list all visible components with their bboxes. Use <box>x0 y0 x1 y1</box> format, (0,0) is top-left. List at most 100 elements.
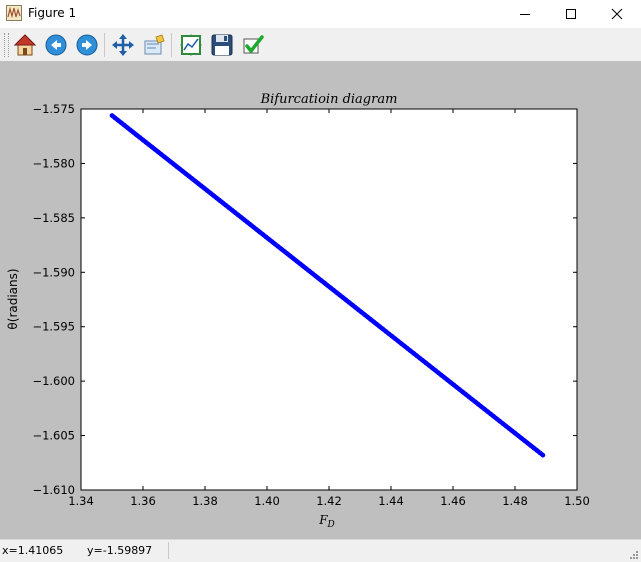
data-point <box>439 372 444 378</box>
edit-parameters-button[interactable] <box>239 31 267 59</box>
data-point <box>109 113 115 118</box>
y-tick-label: −1.610 <box>32 483 75 497</box>
data-point <box>383 329 389 334</box>
data-point <box>325 283 330 288</box>
data-point <box>386 331 392 337</box>
data-point <box>214 195 219 201</box>
data-point <box>208 190 213 196</box>
back-button[interactable] <box>42 31 70 59</box>
maximize-button[interactable] <box>548 0 594 28</box>
series-layer <box>109 113 546 458</box>
data-point <box>460 389 466 395</box>
data-point <box>285 251 290 257</box>
navigation-toolbar <box>0 28 641 62</box>
data-point <box>269 239 275 244</box>
x-tick-label: 1.50 <box>564 494 590 508</box>
data-point <box>522 438 527 443</box>
y-axis-label: θ(radians) <box>6 268 20 329</box>
data-point <box>177 166 183 172</box>
data-point <box>371 319 376 325</box>
y-tick-label: −1.605 <box>32 429 75 443</box>
data-point <box>346 300 352 305</box>
data-point <box>288 253 293 259</box>
subplots-button[interactable] <box>177 31 205 59</box>
data-point <box>328 285 333 291</box>
data-point <box>125 125 130 130</box>
data-point <box>220 200 226 206</box>
x-axis-label: FD <box>318 513 335 530</box>
data-point <box>306 268 312 274</box>
data-point <box>362 312 367 317</box>
x-tick-label: 1.46 <box>440 494 466 508</box>
save-floppy-icon <box>211 34 233 56</box>
status-divider <box>168 542 169 559</box>
data-point <box>475 401 481 407</box>
data-point <box>402 343 407 349</box>
axes-area[interactable] <box>80 108 578 491</box>
y-tick-label: −1.595 <box>32 320 75 334</box>
data-point <box>423 360 429 366</box>
resize-grip-icon[interactable] <box>629 550 639 560</box>
data-point <box>472 399 478 405</box>
save-button[interactable] <box>208 31 236 59</box>
close-button[interactable] <box>594 0 640 28</box>
data-point <box>155 149 161 155</box>
data-point <box>491 414 496 419</box>
data-point <box>512 431 518 436</box>
minimize-button[interactable] <box>502 0 548 28</box>
data-point <box>235 212 241 218</box>
title-bar[interactable]: Figure 1 <box>0 0 641 28</box>
data-point <box>180 169 186 174</box>
data-point <box>445 377 450 383</box>
data-point <box>232 210 238 215</box>
data-point <box>266 236 272 242</box>
data-point <box>534 448 540 453</box>
data-point <box>417 355 423 361</box>
data-point <box>303 266 309 271</box>
data-point <box>318 278 324 283</box>
data-point <box>355 307 361 312</box>
data-point <box>515 433 521 439</box>
toolbar-separator <box>171 33 172 57</box>
data-point <box>272 241 278 247</box>
data-point <box>331 287 336 293</box>
data-point <box>238 215 244 220</box>
data-point <box>365 314 370 320</box>
data-point <box>165 156 170 162</box>
data-point <box>426 363 432 368</box>
data-point <box>115 118 121 123</box>
forward-button[interactable] <box>73 31 101 59</box>
home-button[interactable] <box>11 31 39 59</box>
data-point <box>420 358 426 363</box>
data-point <box>451 382 456 388</box>
status-bar: x=1.41065 y=-1.59897 <box>0 539 641 562</box>
configure-subplots-icon <box>180 34 202 56</box>
data-point <box>248 222 253 227</box>
data-point <box>469 397 475 402</box>
data-point <box>189 176 195 181</box>
data-point <box>294 258 299 264</box>
data-point <box>368 317 373 322</box>
data-point <box>448 380 453 385</box>
x-tick-label: 1.40 <box>254 494 280 508</box>
pan-button[interactable] <box>109 31 137 59</box>
data-point <box>122 122 127 128</box>
zoom-button[interactable] <box>140 31 168 59</box>
plot-svg[interactable]: 1.34 1.36 1.38 1.40 1.42 1.44 1.46 1.48 1.50 −1.5… <box>0 61 641 539</box>
data-point <box>198 183 204 189</box>
x-axis-label-subscript: D <box>327 520 335 530</box>
figure-canvas[interactable]: 1.34 1.36 1.38 1.40 1.42 1.44 1.46 1.48 1.50 −1.5… <box>0 61 641 539</box>
data-point <box>195 181 201 186</box>
x-axis-label-main: F <box>318 513 328 527</box>
data-point <box>211 193 216 198</box>
data-point <box>352 304 358 310</box>
data-point <box>411 350 416 356</box>
data-point <box>134 132 139 138</box>
data-point <box>525 440 530 446</box>
data-point <box>226 205 232 211</box>
home-icon <box>13 34 37 56</box>
toolbar-grip[interactable] <box>4 33 9 57</box>
data-point <box>275 244 281 249</box>
forward-arrow-icon <box>76 34 98 56</box>
data-point <box>257 229 263 235</box>
